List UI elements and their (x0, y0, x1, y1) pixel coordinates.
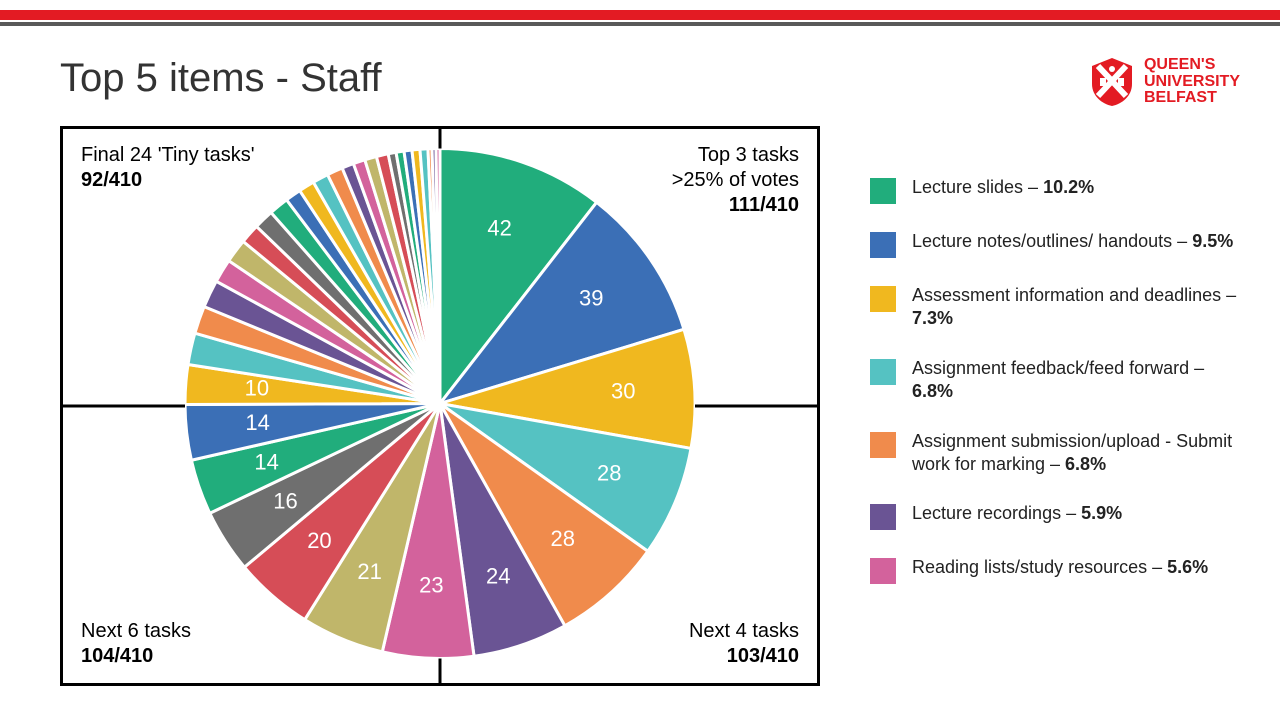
legend-swatch (870, 232, 896, 258)
slice-label: 30 (611, 378, 635, 403)
legend-text: Reading lists/study resources – 5.6% (912, 556, 1208, 579)
legend-text: Assignment submission/upload - Submit wo… (912, 430, 1240, 477)
quadrant-label-tr: Top 3 tasks >25% of votes 111/410 (672, 143, 799, 218)
legend-swatch (870, 359, 896, 385)
legend-text: Assignment feedback/feed forward – 6.8% (912, 357, 1240, 404)
legend-item: Lecture notes/outlines/ handouts – 9.5% (870, 230, 1240, 258)
slice-label: 24 (486, 563, 510, 588)
legend-item: Lecture slides – 10.2% (870, 176, 1240, 204)
slice-label: 14 (245, 410, 269, 435)
slice-label: 28 (551, 526, 575, 551)
legend-item: Lecture recordings – 5.9% (870, 502, 1240, 530)
logo-text-2: UNIVERSITY (1144, 74, 1240, 91)
shield-icon (1088, 56, 1136, 108)
legend-swatch (870, 504, 896, 530)
slice-label: 10 (245, 376, 269, 401)
slice-label: 21 (357, 559, 381, 584)
slice-label: 16 (273, 489, 297, 514)
page-title: Top 5 items - Staff (60, 56, 382, 101)
quadrant-label-br: Next 4 tasks 103/410 (689, 619, 799, 669)
legend-text: Assessment information and deadlines – 7… (912, 284, 1240, 331)
university-logo: QUEEN'S UNIVERSITY BELFAST (1088, 56, 1240, 108)
slice-label: 23 (419, 573, 443, 598)
legend-item: Assignment submission/upload - Submit wo… (870, 430, 1240, 477)
slice-label: 28 (597, 460, 621, 485)
slice-label: 42 (487, 216, 511, 241)
legend-text: Lecture recordings – 5.9% (912, 502, 1122, 525)
pie-chart: 42 39 30 28 28 24 23 21 20 16 14 14 10 (185, 149, 695, 664)
legend: Lecture slides – 10.2% Lecture notes/outl… (870, 176, 1240, 610)
slice-label: 39 (579, 285, 603, 310)
legend-item: Reading lists/study resources – 5.6% (870, 556, 1240, 584)
legend-swatch (870, 558, 896, 584)
chart-frame: 42 39 30 28 28 24 23 21 20 16 14 14 10 Top 3 tasks >… (60, 126, 820, 686)
logo-text-3: BELFAST (1144, 90, 1240, 107)
legend-item: Assessment information and deadlines – 7… (870, 284, 1240, 331)
legend-swatch (870, 432, 896, 458)
legend-item: Assignment feedback/feed forward – 6.8% (870, 357, 1240, 404)
legend-text: Lecture notes/outlines/ handouts – 9.5% (912, 230, 1233, 253)
slice-label: 20 (307, 528, 331, 553)
logo-text-1: QUEEN'S (1144, 57, 1240, 74)
quadrant-label-tl: Final 24 'Tiny tasks' 92/410 (81, 143, 255, 193)
slice-label: 14 (254, 450, 278, 475)
legend-swatch (870, 178, 896, 204)
quadrant-label-bl: Next 6 tasks 104/410 (81, 619, 191, 669)
header-red-bar (0, 10, 1280, 20)
legend-swatch (870, 286, 896, 312)
legend-text: Lecture slides – 10.2% (912, 176, 1094, 199)
